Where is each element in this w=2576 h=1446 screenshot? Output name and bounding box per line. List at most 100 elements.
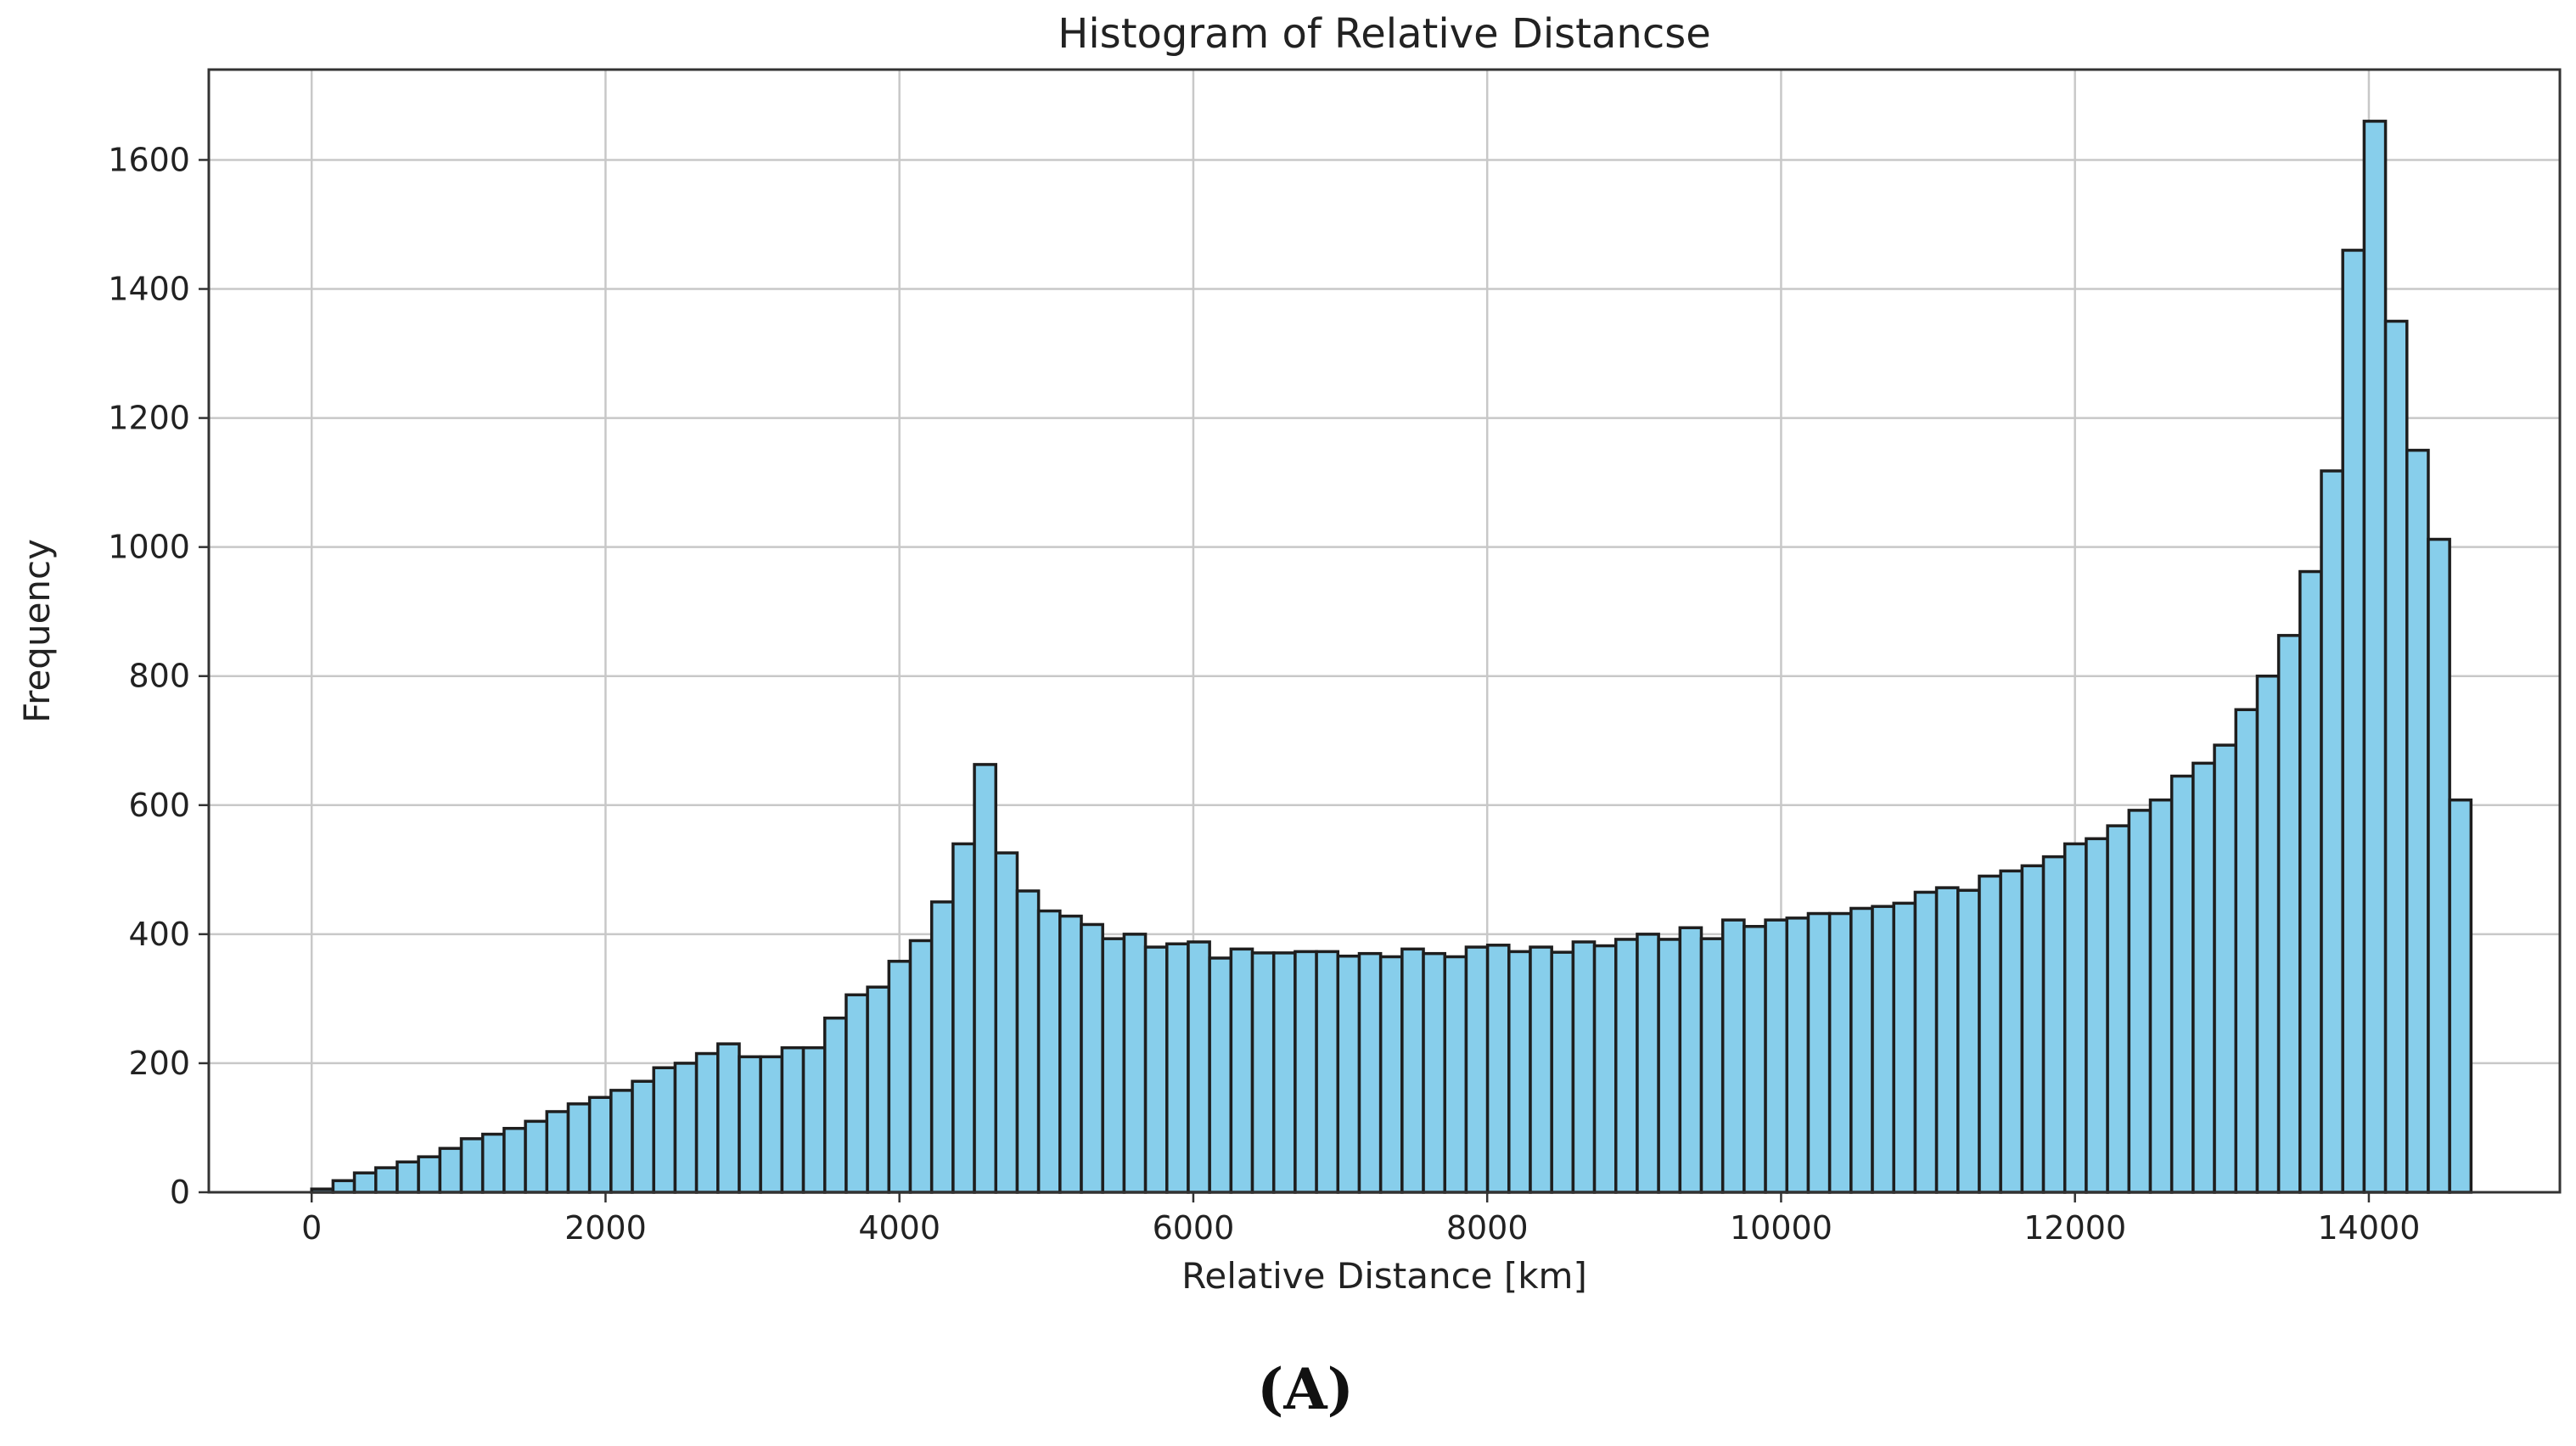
histogram-bar — [1871, 905, 1895, 1194]
histogram-bar — [459, 1137, 485, 1194]
histogram-bar — [1913, 890, 1939, 1194]
histogram-bar — [1122, 933, 1148, 1194]
histogram-bar — [2106, 824, 2131, 1194]
histogram-bar — [1080, 922, 1104, 1194]
histogram-bar — [1529, 945, 1553, 1194]
histogram-bar — [1015, 889, 1041, 1194]
y-tick-label: 1400 — [108, 271, 190, 308]
figure-caption: (A) — [1257, 1356, 1354, 1422]
histogram-bar — [1720, 918, 1746, 1194]
histogram-bar — [566, 1102, 592, 1194]
histogram-bar — [1636, 933, 1660, 1194]
histogram-bar — [2383, 319, 2409, 1194]
histogram-bar — [352, 1171, 378, 1194]
histogram-bar — [2127, 809, 2152, 1194]
histogram-bar — [417, 1155, 442, 1194]
histogram-bar — [524, 1119, 549, 1194]
y-axis-label: Frequency — [16, 539, 58, 723]
x-tick-label: 4000 — [858, 1209, 940, 1247]
histogram-bar — [1294, 950, 1318, 1194]
histogram-bar — [1378, 955, 1404, 1194]
histogram-bar — [994, 851, 1019, 1194]
histogram-bar — [1999, 869, 2024, 1194]
histogram-bar — [801, 1045, 827, 1194]
histogram-bar — [1978, 874, 2002, 1194]
y-tick-label: 1200 — [108, 400, 190, 437]
histogram-bar — [1250, 951, 1276, 1194]
histogram-bar — [2362, 120, 2388, 1194]
histogram-bar — [1443, 955, 1468, 1194]
histogram-bar — [929, 900, 955, 1194]
histogram-bar — [1464, 945, 1490, 1194]
histogram-bar — [2427, 537, 2451, 1194]
histogram-bar — [1036, 909, 1062, 1194]
histogram-bar — [2255, 674, 2281, 1194]
histogram-bar — [1271, 951, 1297, 1194]
y-tick-label: 600 — [128, 787, 190, 824]
histogram-bar — [908, 939, 934, 1194]
histogram-bar — [738, 1055, 762, 1194]
histogram-bar — [1229, 947, 1254, 1194]
histogram-bar — [1571, 940, 1597, 1194]
histogram-bar — [951, 842, 976, 1194]
histogram-bar — [1357, 951, 1383, 1194]
histogram-bar — [2192, 761, 2216, 1194]
x-tick-label: 8000 — [1446, 1209, 1529, 1247]
histogram-bar — [438, 1146, 463, 1194]
y-tick-label: 800 — [128, 658, 190, 695]
histogram-bar — [694, 1051, 720, 1194]
plot-frame — [207, 68, 2562, 1194]
histogram-bar — [887, 960, 912, 1194]
histogram-bar — [780, 1045, 805, 1194]
histogram-bar — [1849, 906, 1874, 1194]
y-tick-label: 1000 — [108, 529, 190, 566]
histogram-bar — [480, 1132, 506, 1194]
histogram-bar — [1165, 942, 1190, 1194]
histogram-bar — [502, 1126, 527, 1194]
histogram-bar — [1699, 937, 1725, 1194]
histogram-bar — [2148, 798, 2174, 1194]
histogram-bar — [2169, 774, 2195, 1194]
histogram-bar — [2041, 855, 2067, 1194]
histogram-bar — [759, 1055, 784, 1194]
histogram-bar — [2276, 634, 2302, 1194]
histogram-bar — [1058, 914, 1083, 1194]
histogram-bar — [1657, 938, 1682, 1194]
histogram-bar — [609, 1089, 634, 1194]
histogram-bar — [587, 1096, 613, 1194]
histogram-bar — [822, 1016, 848, 1194]
x-tick-label: 0 — [301, 1209, 322, 1247]
histogram-bar — [2405, 448, 2430, 1194]
chart-title: Histogram of Relative Distancse — [1058, 10, 1711, 58]
histogram-bar — [1785, 916, 1810, 1194]
histogram-bar — [631, 1079, 655, 1194]
histogram-bar — [652, 1066, 677, 1194]
histogram-bars — [310, 120, 2473, 1194]
histogram-bar — [374, 1166, 399, 1194]
histogram-bar — [866, 985, 891, 1194]
histogram-bar — [1743, 924, 1767, 1194]
histogram-bar — [2448, 798, 2473, 1194]
histogram-bar — [1614, 938, 1639, 1194]
y-tick-label: 1600 — [108, 141, 190, 178]
histogram-bar — [1485, 944, 1511, 1194]
histogram-bar — [1315, 950, 1340, 1194]
histogram-bar — [1336, 954, 1361, 1194]
histogram-bar — [1208, 956, 1233, 1194]
histogram-bar — [673, 1062, 699, 1194]
x-tick-label: 10000 — [1730, 1209, 1832, 1247]
histogram-bar — [1592, 944, 1618, 1194]
histogram-bar — [1143, 945, 1169, 1194]
histogram-bar — [545, 1110, 570, 1194]
histogram-bar — [331, 1179, 356, 1194]
histogram-bar — [845, 993, 869, 1194]
x-tick-label: 2000 — [564, 1209, 647, 1247]
histogram-bar — [2234, 708, 2259, 1194]
histogram-bar — [1550, 950, 1575, 1194]
histogram-bar — [1827, 911, 1853, 1194]
histogram-bar — [2062, 842, 2088, 1194]
axis-ticks: 0 2000 4000 6000 8000 10000 12000 14000 0 200 400 6… — [108, 141, 2420, 1247]
histogram-bar — [1892, 901, 1917, 1194]
histogram-bar — [2020, 864, 2046, 1194]
